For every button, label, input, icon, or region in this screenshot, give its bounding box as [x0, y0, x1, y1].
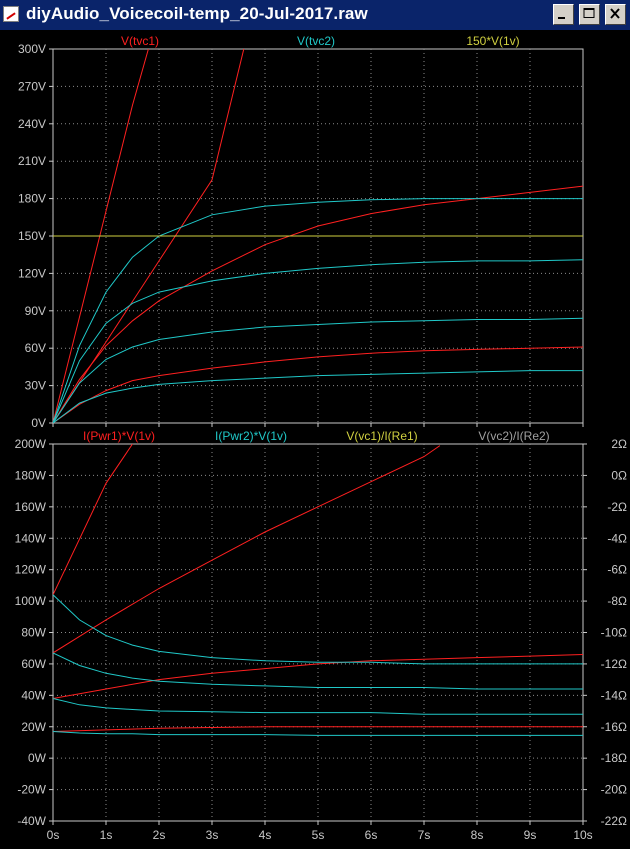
panel2-x-tick-label: 0s	[47, 828, 60, 842]
panel2-y-tick-label: 160W	[15, 500, 47, 514]
panel2-y-tick-label: 80W	[21, 626, 46, 640]
panel1-legend-label: V(tvc2)	[297, 34, 335, 48]
panel2-x-tick-label: 9s	[524, 828, 537, 842]
maximize-button[interactable]	[579, 4, 600, 25]
panel2-y2-tick-label: -18Ω	[601, 751, 627, 765]
panel1-series-line	[53, 49, 149, 423]
panel2-x-tick-label: 10s	[573, 828, 592, 842]
panel1-y-tick-label: 90V	[25, 304, 46, 318]
panel1-series-line	[53, 49, 245, 423]
panel1-series-line	[53, 370, 583, 423]
maximize-icon	[583, 8, 595, 18]
panel2-x-tick-label: 3s	[206, 828, 219, 842]
panel1-y-tick-label: 150V	[18, 229, 46, 243]
close-button[interactable]	[605, 4, 626, 25]
panel2-y-tick-label: -40W	[17, 814, 46, 828]
panel2-y2-tick-label: -22Ω	[601, 814, 627, 828]
panel2-y-tick-label: 120W	[15, 563, 47, 577]
panel1-y-tick-label: 300V	[18, 42, 46, 56]
panel1-series-line	[53, 317, 583, 423]
panel1-y-tick-label: 270V	[18, 79, 46, 93]
panel2-y-tick-label: 40W	[21, 688, 46, 702]
panel2-y2-tick-label: -4Ω	[607, 531, 627, 545]
panel2-y2-tick-label: -2Ω	[607, 500, 627, 514]
panel2-y-tick-label: 0W	[28, 751, 47, 765]
panel1-y-tick-label: 60V	[25, 341, 46, 355]
panel2-y-tick-label: 140W	[15, 531, 47, 545]
panel1-y-tick-label: 0V	[31, 416, 46, 430]
window-title-bar: diyAudio_Voicecoil-temp_20-Jul-2017.raw	[0, 0, 630, 30]
panel2-series-line	[53, 444, 133, 596]
panel1-series-line	[53, 259, 583, 423]
panel1-series-line	[53, 346, 583, 423]
panel2-y-tick-label: 200W	[15, 437, 47, 451]
panel2-y2-tick-label: 2Ω	[611, 437, 627, 451]
panel1-legend-label: 150*V(1v)	[466, 34, 519, 48]
panel2-x-tick-label: 6s	[365, 828, 378, 842]
panel2-series-line	[53, 594, 583, 665]
minimize-icon	[558, 17, 565, 19]
panel2-legend-label: I(Pwr1)*V(1v)	[83, 429, 155, 443]
panel2-legend-label: V(vc1)/I(Re1)	[346, 429, 417, 443]
panel2-y2-tick-label: -6Ω	[607, 563, 627, 577]
panel2-y2-tick-label: -8Ω	[607, 594, 627, 608]
panel1-y-tick-label: 210V	[18, 154, 46, 168]
panel2-y-tick-label: 180W	[15, 468, 47, 482]
panel1-legend-label: V(tvc1)	[121, 34, 159, 48]
panel2-y2-tick-label: -10Ω	[601, 626, 627, 640]
panel2-y-tick-label: -20W	[17, 783, 46, 797]
panel2-y-tick-label: 60W	[21, 657, 46, 671]
panel2-series-line	[53, 654, 583, 699]
panel2-x-tick-label: 4s	[259, 828, 272, 842]
close-icon	[610, 8, 620, 19]
panel2-series-line	[53, 652, 583, 690]
panel2-x-tick-label: 5s	[312, 828, 325, 842]
panel2-y2-tick-label: -12Ω	[601, 657, 627, 671]
minimize-button[interactable]	[553, 4, 574, 25]
panel2-x-tick-label: 1s	[100, 828, 113, 842]
app-icon	[3, 6, 19, 22]
panel2-legend-label: I(Pwr2)*V(1v)	[215, 429, 287, 443]
panel2-x-tick-label: 8s	[471, 828, 484, 842]
panel2-series-line	[53, 445, 441, 654]
panel2-y-tick-label: 20W	[21, 720, 46, 734]
panel2-series-line	[53, 731, 583, 736]
panel1-y-tick-label: 30V	[25, 379, 46, 393]
panel2-series-line	[53, 726, 583, 732]
panel2-y2-tick-label: -16Ω	[601, 720, 627, 734]
panel2-y2-tick-label: 0Ω	[611, 468, 627, 482]
panel2-x-tick-label: 7s	[418, 828, 431, 842]
panel2-x-tick-label: 2s	[153, 828, 166, 842]
panel1-y-tick-label: 120V	[18, 266, 46, 280]
panel1-series-line	[53, 198, 583, 423]
panel2-y-tick-label: 100W	[15, 594, 47, 608]
panel2-legend-label: V(vc2)/I(Re2)	[478, 429, 549, 443]
window-title: diyAudio_Voicecoil-temp_20-Jul-2017.raw	[26, 4, 368, 23]
panel1-y-tick-label: 240V	[18, 117, 46, 131]
panel2-series-line	[53, 698, 583, 715]
panel2-y2-tick-label: -20Ω	[601, 783, 627, 797]
panel2-y2-tick-label: -14Ω	[601, 688, 627, 702]
plot-area[interactable]: 0V 30V 60V 90V 120V 150V 180V 210V 240V 270V 300V V…	[0, 30, 630, 849]
panel1-y-tick-label: 180V	[18, 192, 46, 206]
